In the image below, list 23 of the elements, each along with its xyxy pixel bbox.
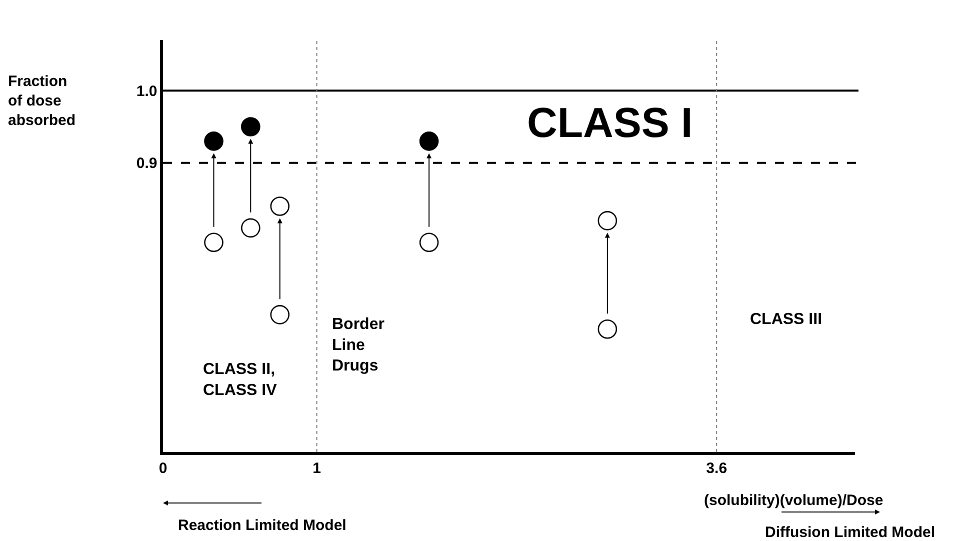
- annotation: CLASS III: [750, 311, 822, 328]
- point: [204, 132, 224, 151]
- text: Diffusion Limited Model: [765, 524, 935, 541]
- point: [598, 319, 618, 339]
- point: [270, 305, 290, 324]
- x-tick-label: 1: [312, 460, 321, 477]
- text: Reaction Limited Model: [178, 517, 346, 534]
- point: [241, 117, 260, 136]
- point: [204, 232, 224, 252]
- y-tick-label: 0.9: [136, 155, 158, 172]
- y-axis-title: Fraction of dose absorbed: [8, 73, 76, 129]
- annotation: CLASS I: [527, 99, 693, 146]
- point: [270, 196, 290, 216]
- point: [241, 218, 260, 238]
- point: [419, 132, 439, 151]
- x-axis-title: (solubility)(volume)/Dose: [704, 492, 884, 509]
- annotation: Border Line Drugs: [332, 316, 384, 375]
- point: [419, 232, 439, 252]
- x-tick-label: 3.6: [706, 460, 728, 477]
- x-tick-label: 0: [158, 460, 168, 477]
- point: [598, 211, 618, 230]
- y-tick-label: 1.0: [136, 82, 158, 100]
- annotation: CLASS II, CLASS IV: [203, 361, 278, 399]
